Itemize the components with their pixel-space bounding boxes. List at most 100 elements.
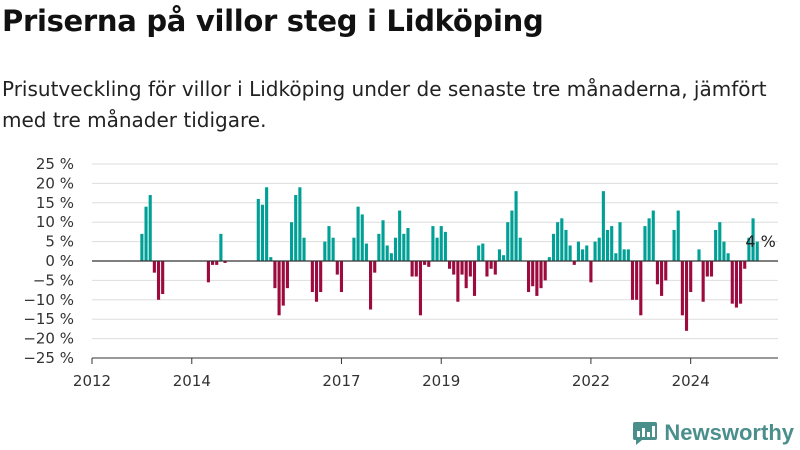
bar (339, 261, 344, 293)
bar (535, 261, 539, 296)
bar (265, 187, 269, 261)
bar (597, 237, 601, 261)
bar (260, 204, 265, 261)
newsworthy-logo-icon (633, 422, 658, 445)
bar (743, 261, 747, 269)
bar (651, 210, 655, 261)
bar (639, 261, 643, 316)
bar (302, 237, 306, 261)
bar (684, 261, 689, 331)
bar (156, 261, 161, 300)
bar (269, 257, 273, 261)
bar (452, 261, 456, 275)
bar (722, 241, 726, 261)
bar (389, 253, 393, 261)
y-tick-label: −15 % (23, 310, 74, 328)
bar (281, 261, 285, 306)
bar (460, 261, 464, 275)
bar (626, 249, 630, 261)
x-tick-label: 2017 (322, 372, 360, 390)
bar (477, 245, 481, 261)
bar (493, 261, 497, 275)
bar (643, 226, 647, 261)
bar (568, 245, 572, 261)
bar (148, 195, 152, 261)
bar (406, 228, 410, 261)
bar (472, 261, 477, 296)
bar (664, 261, 668, 281)
bar (468, 261, 472, 277)
bar (256, 198, 260, 261)
bar (152, 261, 156, 273)
y-tick-label: −10 % (23, 291, 74, 309)
bar (431, 226, 435, 261)
x-tick-label: 2024 (672, 372, 710, 390)
bar (614, 253, 618, 261)
last-value-annotation: 4 % (745, 232, 775, 251)
bar (290, 222, 294, 261)
bar (310, 261, 314, 293)
bar (352, 237, 356, 261)
bar (161, 261, 165, 294)
bar (635, 261, 639, 300)
bar (581, 249, 585, 261)
bar (323, 241, 327, 261)
bar (360, 214, 364, 261)
bar (273, 261, 277, 289)
bar (206, 261, 210, 283)
bar (610, 226, 614, 261)
bar (676, 210, 680, 261)
y-tick-label: 10 % (36, 213, 74, 231)
x-tick-label: 2019 (422, 372, 460, 390)
bar (456, 261, 460, 302)
bar (714, 229, 718, 261)
bar (439, 226, 443, 261)
bar (481, 243, 485, 261)
bar (414, 261, 418, 277)
y-tick-label: −20 % (23, 330, 74, 348)
bar (647, 218, 651, 261)
y-tick-label: −25 % (23, 349, 74, 367)
bar (518, 237, 522, 261)
y-tick-label: 5 % (45, 233, 74, 251)
bar (531, 261, 535, 287)
y-tick-label: 0 % (45, 252, 74, 270)
bar (726, 253, 730, 261)
y-axis-ticks: 25 %20 % 15 %10 % 5 %0 %−5 % −10 %−15 % −20 … (23, 155, 74, 367)
page-subtitle: Prisutveckling för villor i Lidköping un… (2, 77, 767, 132)
bar (373, 261, 377, 273)
bar (747, 237, 751, 261)
bar (335, 261, 339, 275)
bar (601, 191, 605, 261)
y-tick-label: 25 % (36, 155, 74, 173)
bar (751, 218, 755, 261)
page-title: Priserna på villor steg i Lidköping (2, 4, 544, 38)
bar (660, 261, 664, 296)
x-tick-label: 2022 (572, 372, 610, 390)
x-axis-ticks: 2012 2014 2017 2019 2022 2024 (73, 358, 710, 390)
bar (393, 237, 398, 261)
bar (672, 229, 676, 261)
bar (526, 261, 531, 293)
y-tick-label: −5 % (33, 271, 74, 289)
bar (219, 233, 223, 261)
bar (705, 261, 709, 277)
bar (464, 261, 468, 289)
bar (298, 187, 302, 261)
bar (593, 241, 597, 261)
bar (755, 241, 759, 261)
bar (514, 191, 518, 261)
bar (140, 233, 144, 261)
bar (410, 261, 414, 277)
bar (423, 261, 427, 265)
bar (576, 241, 580, 261)
bar (427, 261, 431, 267)
bar (398, 210, 402, 261)
bars (140, 187, 759, 331)
bar (547, 257, 551, 261)
bar (294, 195, 298, 261)
bar (327, 226, 331, 261)
bar (435, 237, 439, 261)
bar (701, 261, 705, 302)
bar (385, 245, 389, 261)
